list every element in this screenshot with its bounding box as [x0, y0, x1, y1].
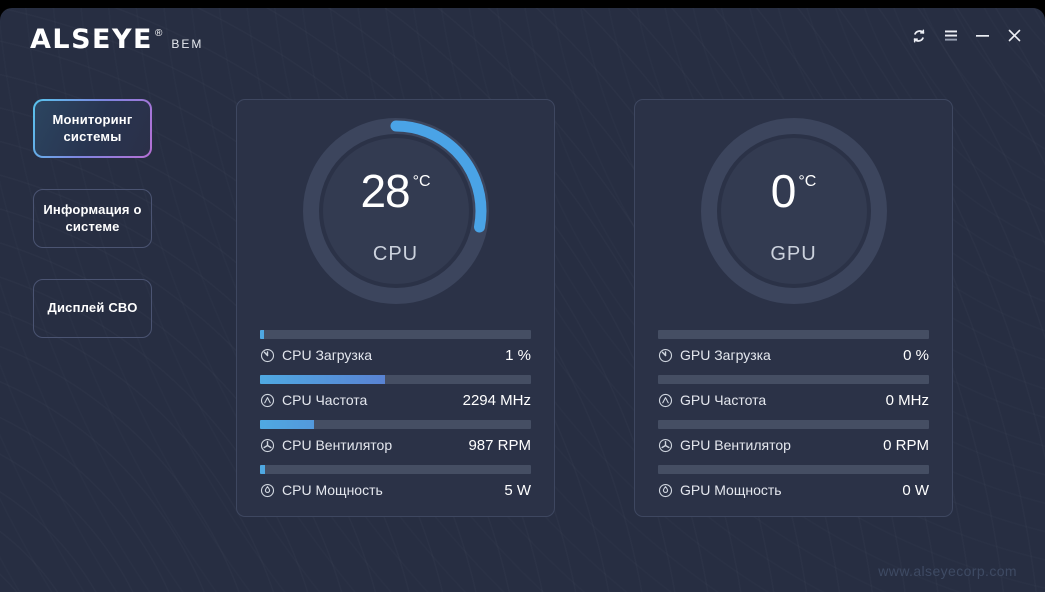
gauge-inner-disc — [323, 138, 469, 284]
load-icon — [658, 348, 673, 362]
cpu-temperature-value: 28 °C — [237, 164, 554, 218]
close-icon[interactable] — [1006, 27, 1023, 44]
fan-icon — [658, 438, 673, 452]
menu-icon[interactable] — [942, 27, 959, 44]
sidebar-item-system-monitoring[interactable]: Мониторинг системы — [33, 99, 152, 158]
temperature-unit: °C — [798, 173, 817, 190]
progress-fill — [260, 330, 265, 339]
progress-track — [658, 420, 929, 429]
logo-suffix: BEM — [171, 37, 204, 51]
stat-label-text: GPU Частота — [680, 392, 767, 408]
stat-value: 987 RPM — [468, 436, 531, 454]
sidebar-item-label: Дисплей СВО — [47, 300, 138, 316]
fan-icon — [260, 438, 275, 452]
stat-value: 0 RPM — [883, 436, 929, 454]
logo-text: ALSEYE — [30, 24, 153, 55]
stat-row-gpu-frequency: GPU Частота 0 MHz — [658, 375, 929, 410]
gpu-stats: GPU Загрузка 0 % GPU Частота 0 MHz — [658, 330, 929, 510]
stat-row-gpu-load: GPU Загрузка 0 % — [658, 330, 929, 365]
stat-value: 2294 MHz — [462, 391, 531, 409]
cpu-stats: CPU Загрузка 1 % CPU Частота 2294 MHz — [260, 330, 531, 510]
sidebar-item-system-information[interactable]: Информация о системе — [33, 189, 152, 248]
power-icon — [260, 483, 275, 497]
progress-track — [658, 375, 929, 384]
stat-value: 0 W — [902, 481, 929, 499]
progress-track — [658, 465, 929, 474]
registered-mark: ® — [155, 28, 163, 39]
frequency-icon — [658, 393, 673, 407]
stat-label-text: GPU Вентилятор — [680, 437, 791, 453]
power-icon — [658, 483, 673, 497]
stat-label-text: CPU Загрузка — [282, 347, 373, 363]
cpu-gauge-label: CPU — [372, 243, 419, 265]
progress-track — [260, 465, 531, 474]
progress-track — [260, 420, 531, 429]
stat-value: 0 MHz — [885, 391, 929, 409]
cpu-temperature-gauge — [303, 118, 489, 304]
temperature-unit: °C — [412, 173, 431, 190]
progress-fill — [260, 465, 266, 474]
gpu-monitor-card: 0 °C GPU GPU Загрузка 0 % G — [634, 99, 953, 517]
sidebar-item-label: Мониторинг системы — [52, 111, 133, 144]
gauge-inner-disc — [721, 138, 867, 284]
gpu-gauge-label: GPU — [770, 243, 817, 265]
window-controls — [910, 27, 1023, 44]
minimize-icon[interactable] — [974, 27, 991, 44]
stat-label-text: CPU Вентилятор — [282, 437, 393, 453]
cpu-monitor-card: 28 °C CPU CPU Загрузка 1 % — [236, 99, 555, 517]
refresh-icon[interactable] — [910, 27, 927, 44]
frequency-icon — [260, 393, 275, 407]
load-icon — [260, 348, 275, 362]
progress-track — [260, 330, 531, 339]
stat-row-gpu-power: GPU Мощность 0 W — [658, 465, 929, 500]
progress-track — [260, 375, 531, 384]
stat-value: 5 W — [504, 481, 531, 499]
gpu-temperature-gauge — [701, 118, 887, 304]
progress-track — [658, 330, 929, 339]
app-window: ALSEYE ® BEM — [0, 8, 1045, 592]
progress-fill — [260, 420, 315, 429]
stat-row-cpu-power: CPU Мощность 5 W — [260, 465, 531, 500]
stat-label-text: CPU Мощность — [282, 482, 383, 498]
sidebar-item-lcs-display[interactable]: Дисплей СВО — [33, 279, 152, 338]
gpu-temperature-value: 0 °C — [635, 164, 952, 218]
progress-fill — [260, 375, 385, 384]
website-url: www.alseyecorp.com — [878, 563, 1017, 579]
app-logo: ALSEYE ® BEM — [30, 24, 203, 55]
stat-row-cpu-frequency: CPU Частота 2294 MHz — [260, 375, 531, 410]
temperature-number: 28 — [360, 165, 410, 217]
sidebar-item-label: Информация о системе — [43, 201, 142, 234]
stat-label-text: GPU Загрузка — [680, 347, 771, 363]
gauge-value-arc — [305, 120, 487, 302]
stat-value: 1 % — [505, 346, 531, 364]
gauge-ring — [701, 118, 887, 304]
stat-row-gpu-fan: GPU Вентилятор 0 RPM — [658, 420, 929, 455]
stat-row-cpu-fan: CPU Вентилятор 987 RPM — [260, 420, 531, 455]
temperature-number: 0 — [770, 165, 797, 217]
stat-value: 0 % — [903, 346, 929, 364]
stat-label-text: CPU Частота — [282, 392, 368, 408]
stat-row-cpu-load: CPU Загрузка 1 % — [260, 330, 531, 365]
stat-label-text: GPU Мощность — [680, 482, 782, 498]
